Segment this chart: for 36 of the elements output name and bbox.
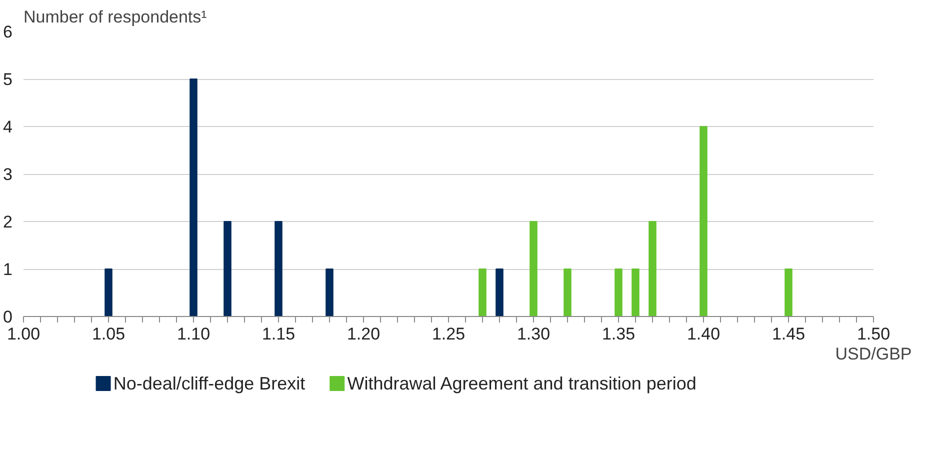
bar [104,268,112,316]
legend-label: No-deal/cliff-edge Brexit [113,374,306,394]
y-tick-label: 4 [3,118,13,136]
x-tick-label: 1.05 [92,324,126,344]
bar [530,221,538,316]
y-tick-label: 3 [3,165,13,184]
bar [564,268,572,316]
x-tick-label: 1.30 [516,324,550,344]
bar [274,221,282,316]
bar [224,221,232,316]
bar [784,268,792,316]
x-tick-label: 1.00 [6,324,40,344]
bar [700,126,708,316]
y-tick-label: 6 [3,22,13,42]
bar [496,268,504,316]
x-tick-label: 1.45 [772,324,806,344]
x-tick-label: 1.25 [432,324,466,344]
y-axis-title: Number of respondents¹ [24,8,208,26]
x-axis-title: USD/GBP [835,344,912,364]
bar [614,268,622,316]
y-tick-label: 5 [3,70,13,89]
bar [478,268,486,316]
bar [632,268,640,316]
x-tick-label: 1.10 [176,324,210,344]
x-tick-label: 1.40 [686,324,720,344]
x-tick-label: 1.15 [262,324,296,344]
y-tick-label: 0 [3,308,13,326]
bar [190,78,198,316]
x-tick-label: 1.20 [346,324,380,344]
legend-label: Withdrawal Agreement and transition period [347,374,696,394]
x-tick-label: 1.50 [856,324,890,344]
y-tick-label: 1 [3,260,13,279]
bar [648,221,656,316]
x-tick-label: 1.35 [602,324,636,344]
bar [326,268,334,316]
y-tick-label: 2 [3,212,13,232]
